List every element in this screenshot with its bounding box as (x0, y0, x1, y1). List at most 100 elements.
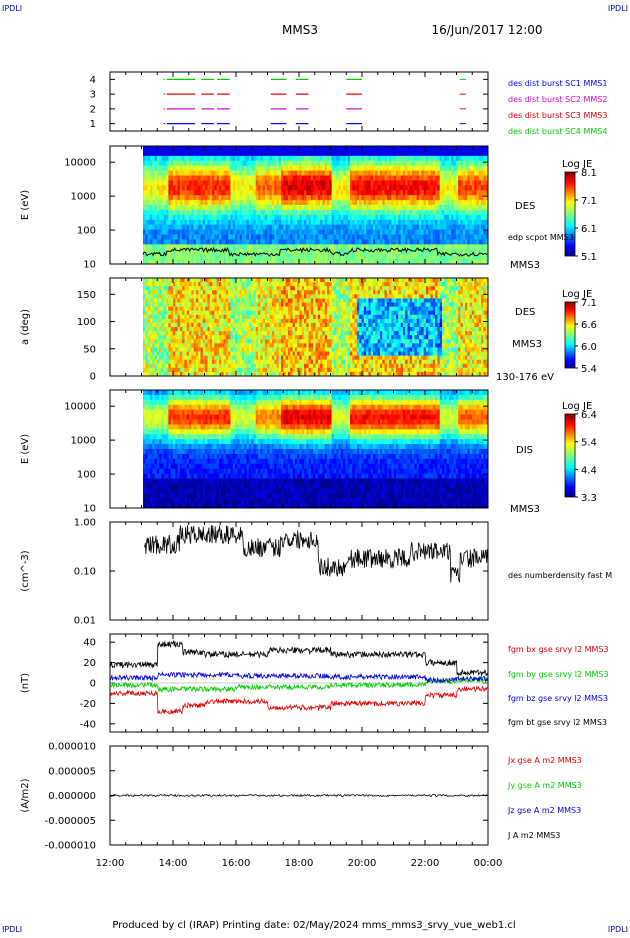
spectrogram-cell (157, 303, 160, 307)
spectrogram-cell (155, 290, 158, 294)
spectrogram-cell (210, 195, 213, 200)
spectrogram-cell (279, 200, 282, 205)
spectrogram-cell (168, 294, 171, 298)
spectrogram-cell (240, 195, 243, 200)
spectrogram-cell (472, 185, 475, 190)
spectrogram-cell (357, 239, 360, 244)
spectrogram-cell (221, 210, 224, 215)
spectrogram-cell (304, 185, 307, 190)
spectrogram-cell (187, 195, 190, 200)
spectrogram-cell (375, 210, 378, 215)
spectrogram-cell (198, 156, 201, 161)
spectrogram-cell (437, 195, 440, 200)
spectrogram-cell (309, 210, 312, 215)
spectrogram-cell (316, 195, 319, 200)
spectrogram-cell (249, 286, 252, 290)
spectrogram-cell (442, 215, 445, 220)
spectrogram-cell (251, 286, 254, 290)
spectrogram-cell (148, 190, 151, 195)
spectrogram-cell (371, 230, 374, 235)
spectrogram-cell (196, 347, 199, 351)
spectrogram-cell (442, 185, 445, 190)
spectrogram-cell (175, 327, 178, 331)
spectrogram-cell (483, 151, 486, 156)
spectrogram-cell (187, 323, 190, 327)
spectrogram-cell (150, 298, 153, 302)
spectrogram-cell (150, 156, 153, 161)
spectrogram-cell (474, 185, 477, 190)
spectrogram-cell (189, 356, 192, 360)
y-tick-label: 10 (83, 260, 96, 271)
spectrogram-cell (251, 220, 254, 225)
spectrogram-cell (428, 190, 431, 195)
spectrogram-cell (279, 220, 282, 225)
spectrogram-cell (387, 235, 390, 240)
spectrogram-cell (467, 239, 470, 244)
spectrogram-cell (424, 254, 427, 259)
spectrogram-cell (260, 195, 263, 200)
spectrogram-cell (302, 215, 305, 220)
spectrogram-cell (474, 205, 477, 210)
spectrogram-cell (394, 156, 397, 161)
spectrogram-cell (184, 323, 187, 327)
spectrogram-cell (205, 239, 208, 244)
spectrogram-cell (184, 230, 187, 235)
spectrogram-cell (260, 180, 263, 185)
spectrogram-cell (332, 190, 335, 195)
spectrogram-cell (164, 294, 167, 298)
spectrogram-cell (226, 319, 229, 323)
spectrogram-cell (161, 352, 164, 356)
spectrogram-cell (274, 166, 277, 171)
spectrogram-cell (194, 290, 197, 294)
spectrogram-cell (410, 161, 413, 166)
spectrogram-cell (145, 151, 148, 156)
spectrogram-cell (161, 360, 164, 364)
spectrogram-cell (168, 323, 171, 327)
spectrogram-cell (230, 185, 233, 190)
spectrogram-cell (316, 225, 319, 230)
spectrogram-cell (325, 205, 328, 210)
spectrogram-cell (219, 335, 222, 339)
spectrogram-cell (256, 352, 259, 356)
spectrogram-cell (175, 146, 178, 151)
spectrogram-cell (270, 210, 273, 215)
spectrogram-cell (401, 220, 404, 225)
spectrogram-cell (297, 200, 300, 205)
spectrogram-cell (175, 339, 178, 343)
spectrogram-cell (272, 146, 275, 151)
spectrogram-cell (311, 185, 314, 190)
spectrogram-cell (276, 161, 279, 166)
spectrogram-cell (217, 286, 220, 290)
spectrogram-cell (175, 323, 178, 327)
spectrogram-cell (196, 290, 199, 294)
spectrogram-cell (394, 225, 397, 230)
spectrogram-cell (219, 347, 222, 351)
spectrogram-cell (159, 298, 162, 302)
spectrogram-cell (230, 195, 233, 200)
spectrogram-cell (405, 161, 408, 166)
spectrogram-cell (270, 235, 273, 240)
spectrogram-cell (334, 220, 337, 225)
spectrogram-cell (385, 230, 388, 235)
spectrogram-cell (442, 195, 445, 200)
spectrogram-cell (412, 156, 415, 161)
spectrogram-cell (325, 151, 328, 156)
spectrogram-cell (467, 220, 470, 225)
spectrogram-cell (318, 146, 321, 151)
header-mission: MMS3 (282, 23, 318, 37)
spectrogram-cell (329, 156, 332, 161)
spectrogram-cell (214, 200, 217, 205)
spectrogram-cell (256, 286, 259, 290)
spectrogram-cell (316, 244, 319, 249)
spectrogram-cell (247, 230, 250, 235)
spectrogram-cell (240, 156, 243, 161)
spectrogram-cell (311, 230, 314, 235)
spectrogram-cell (224, 364, 227, 368)
spectrogram-cell (219, 171, 222, 176)
spectrogram-cell (168, 225, 171, 230)
spectrogram-cell (276, 185, 279, 190)
spectrogram-cell (224, 307, 227, 311)
spectrogram-cell (433, 239, 436, 244)
spectrogram-cell (332, 225, 335, 230)
spectrogram-cell (173, 303, 176, 307)
